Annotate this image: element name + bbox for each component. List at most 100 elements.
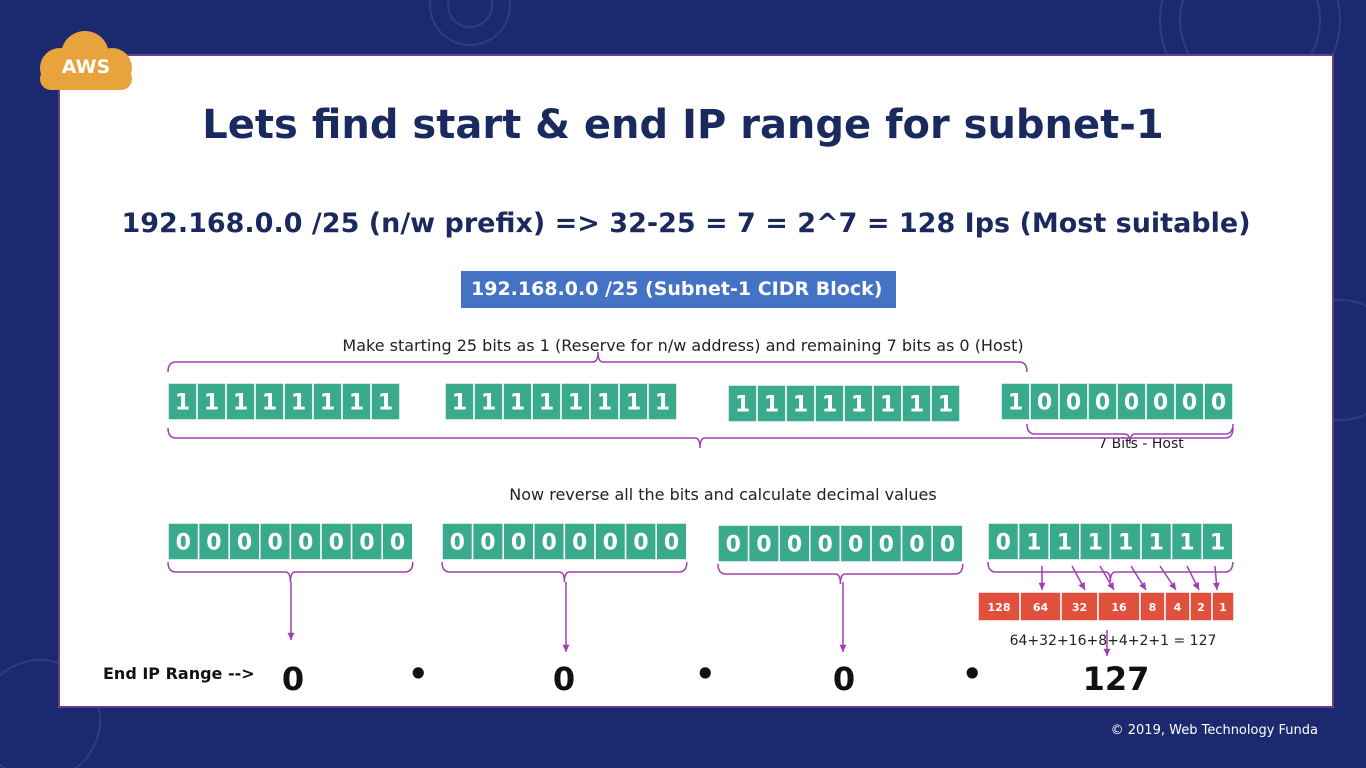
mask-octet-4-cell-1 bbox=[1000, 382, 1031, 421]
mask-octet-3-cell-3 bbox=[785, 384, 816, 423]
mask-octet-4-bit-1: 1 bbox=[1008, 391, 1023, 416]
reversed-octet-2-brace bbox=[441, 561, 688, 583]
mask-octet-2-bit-8: 1 bbox=[655, 391, 670, 416]
mask-octet-2-cell-7 bbox=[618, 382, 649, 421]
reversed-octet-1-bit-8: 0 bbox=[390, 531, 405, 556]
reversed-octet-2-cell-2 bbox=[471, 522, 504, 561]
mask-octet-4-bit-6: 0 bbox=[1153, 391, 1168, 416]
mask-octet-2-cell-5 bbox=[560, 382, 591, 421]
mask-octet-1-cell-7 bbox=[341, 382, 372, 421]
mask-octet-4-bit-2: 0 bbox=[1037, 391, 1052, 416]
mask-octet-3-cell-8 bbox=[930, 384, 961, 423]
weight-cell-1 bbox=[1211, 591, 1235, 622]
all-bits-brace bbox=[167, 427, 1234, 449]
mask-octet-2-bit-5: 1 bbox=[568, 391, 583, 416]
reversed-octet-2-bit-2: 0 bbox=[480, 531, 495, 556]
reversed-octet-4-bit-3: 1 bbox=[1057, 531, 1072, 556]
reversed-octet-1-cell-5 bbox=[289, 522, 322, 561]
reversed-octet-1-bit-7: 0 bbox=[359, 531, 374, 556]
mask-octet-1-bit-4: 1 bbox=[262, 391, 277, 416]
mask-octet-3-bit-3: 1 bbox=[793, 393, 808, 418]
mask-octet-1-bit-5: 1 bbox=[291, 391, 306, 416]
reversed-octet-3-bit-3: 0 bbox=[787, 533, 802, 558]
reversed-octet-2-cell-8 bbox=[655, 522, 688, 561]
reversed-octet-4-cell-1 bbox=[987, 522, 1020, 561]
mask-octet-4-cell-2 bbox=[1029, 382, 1060, 421]
reversed-octet-4-bit-4: 1 bbox=[1087, 531, 1102, 556]
mask-octet-2-cell-1 bbox=[444, 382, 475, 421]
mask-octet-1-bit-8: 1 bbox=[378, 391, 393, 416]
host-bits-label: 7 Bits - Host bbox=[1098, 436, 1184, 452]
weight-sum-label: 64+32+16+8+4+2+1 = 127 bbox=[1010, 633, 1217, 649]
reversed-octet-3-cell-8 bbox=[931, 524, 964, 563]
mask-octet-2-cell-2 bbox=[473, 382, 504, 421]
mask-octet-1-bit-3: 1 bbox=[233, 391, 248, 416]
reversed-octet-3-bit-4: 0 bbox=[817, 533, 832, 558]
bit-3-to-weight-arrow-head bbox=[1078, 582, 1085, 590]
weight-cell-4 bbox=[1164, 591, 1191, 622]
reversed-octet-2-cell-5 bbox=[563, 522, 596, 561]
reversed-octet-2-cell-7 bbox=[624, 522, 657, 561]
mask-octet-4-cell-5 bbox=[1116, 382, 1147, 421]
mask-octet-1-bit-6: 1 bbox=[320, 391, 335, 416]
sum-arrow-head bbox=[1103, 648, 1111, 656]
reversed-octet-4-bit-1: 0 bbox=[996, 531, 1011, 556]
weight-cell-8 bbox=[1139, 591, 1166, 622]
mask-octet-1-cell-8 bbox=[370, 382, 401, 421]
reversed-octet-3-cell-1 bbox=[717, 524, 750, 563]
weight-label-128: 128 bbox=[988, 601, 1011, 614]
mask-octet-2-bit-2: 1 bbox=[481, 391, 496, 416]
mask-octet-1-cell-1 bbox=[167, 382, 198, 421]
bit-5-to-weight-arrow-head bbox=[1139, 582, 1146, 590]
reversed-octet-2-bit-8: 0 bbox=[664, 531, 679, 556]
reversed-octet-3-bit-6: 0 bbox=[879, 533, 894, 558]
reversed-octet-2-bit-4: 0 bbox=[541, 531, 556, 556]
end-octet-1: 0 bbox=[281, 660, 305, 698]
prefix-formula: 192.168.0.0 /25 (n/w prefix) => 32-25 = … bbox=[121, 208, 1251, 239]
mask-octet-1-bit-2: 1 bbox=[204, 391, 219, 416]
bit-8-to-weight-arrow-head bbox=[1212, 582, 1220, 590]
cidr-block-label: 192.168.0.0 /25 (Subnet-1 CIDR Block) bbox=[461, 271, 896, 308]
reversed-octet-3-cell-4 bbox=[809, 524, 842, 563]
reversed-octet-3-cell-7 bbox=[900, 524, 933, 563]
weight-label-2: 2 bbox=[1197, 601, 1205, 614]
aws-logo-text: AWS bbox=[62, 56, 111, 78]
weight-label-32: 32 bbox=[1072, 601, 1087, 614]
mask-octet-2-bit-7: 1 bbox=[626, 391, 641, 416]
reversed-octet-3-cell-3 bbox=[778, 524, 811, 563]
mask-octet-3-bit-5: 1 bbox=[851, 393, 866, 418]
mask-octet-4-bit-8: 0 bbox=[1211, 391, 1226, 416]
octet-3-arrow-head bbox=[839, 644, 847, 652]
reversed-octet-4-bit-2: 1 bbox=[1026, 531, 1041, 556]
reversed-octet-4-bit-6: 1 bbox=[1149, 531, 1164, 556]
bit-4-to-weight-arrow-head bbox=[1107, 582, 1114, 590]
reversed-octet-4-cell-2 bbox=[1017, 522, 1050, 561]
reversed-octet-1-cell-8 bbox=[381, 522, 414, 561]
reversed-octet-2-cell-1 bbox=[441, 522, 474, 561]
slide-title: Lets find start & end IP range for subne… bbox=[202, 102, 1164, 148]
mask-octet-3-cell-7 bbox=[901, 384, 932, 423]
reversed-octet-4-brace bbox=[987, 561, 1234, 583]
reversed-octet-2-bit-1: 0 bbox=[450, 531, 465, 556]
weight-label-8: 8 bbox=[1149, 601, 1157, 614]
aws-cloud-logo: AWS bbox=[40, 31, 132, 90]
bit-2-to-weight-arrow-head bbox=[1038, 582, 1046, 590]
reversed-octet-4-bit-5: 1 bbox=[1118, 531, 1133, 556]
reversed-octet-3-cell-5 bbox=[839, 524, 872, 563]
mask-octet-1-cell-5 bbox=[283, 382, 314, 421]
reversed-octet-3-bit-1: 0 bbox=[726, 533, 741, 558]
mask-octet-4-bit-7: 0 bbox=[1182, 391, 1197, 416]
reversed-octet-2-cell-6 bbox=[594, 522, 627, 561]
mask-octet-3-bit-1: 1 bbox=[735, 393, 750, 418]
end-octet-3: 0 bbox=[832, 660, 856, 698]
mask-octet-3-cell-4 bbox=[814, 384, 845, 423]
reversed-octet-1-bit-3: 0 bbox=[237, 531, 252, 556]
mask-octet-3-bit-4: 1 bbox=[822, 393, 837, 418]
reversed-octet-2-bit-7: 0 bbox=[633, 531, 648, 556]
weight-label-16: 16 bbox=[1111, 601, 1127, 614]
reversed-octet-3-bit-8: 0 bbox=[940, 533, 955, 558]
weight-cell-32 bbox=[1060, 591, 1099, 622]
mask-octet-2-cell-8 bbox=[647, 382, 678, 421]
reversed-octet-3-brace bbox=[717, 563, 964, 585]
